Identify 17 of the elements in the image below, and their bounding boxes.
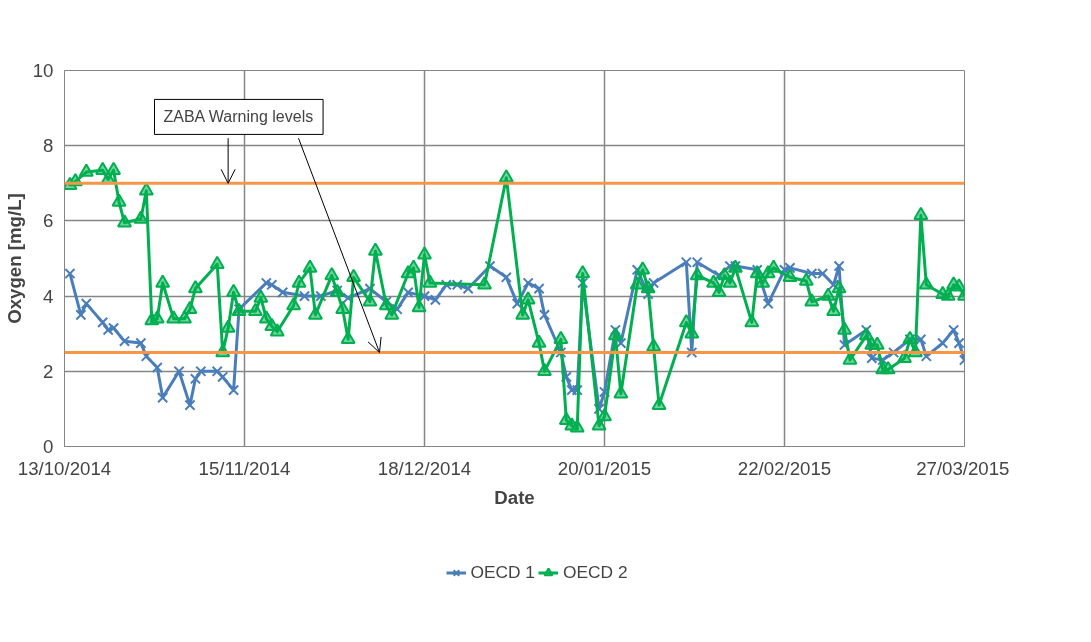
y-tick-label: 4: [43, 285, 54, 307]
y-tick-label: 8: [43, 135, 54, 157]
x-tick-label: 20/01/2015: [557, 457, 652, 479]
legend-label: OECD 1: [470, 561, 535, 583]
x-tick-label: 13/10/2014: [17, 457, 112, 479]
x-tick-label: 22/02/2015: [737, 457, 832, 479]
legend-label: OECD 2: [563, 561, 628, 583]
y-tick-label: 6: [43, 210, 54, 232]
y-tick-label: 2: [43, 360, 54, 382]
annotation: ZABA Warning levels: [163, 108, 314, 126]
x-tick-label: 15/11/2014: [198, 457, 291, 479]
y-axis-title: Oxygen [mg/L]: [3, 193, 25, 324]
y-tick-label: 0: [43, 436, 54, 457]
x-tick-label: 18/12/2014: [377, 457, 472, 479]
x-axis-title: Date: [494, 486, 535, 508]
y-tick-label: 10: [32, 60, 54, 81]
x-tick-label: 27/03/2015: [916, 457, 1010, 479]
